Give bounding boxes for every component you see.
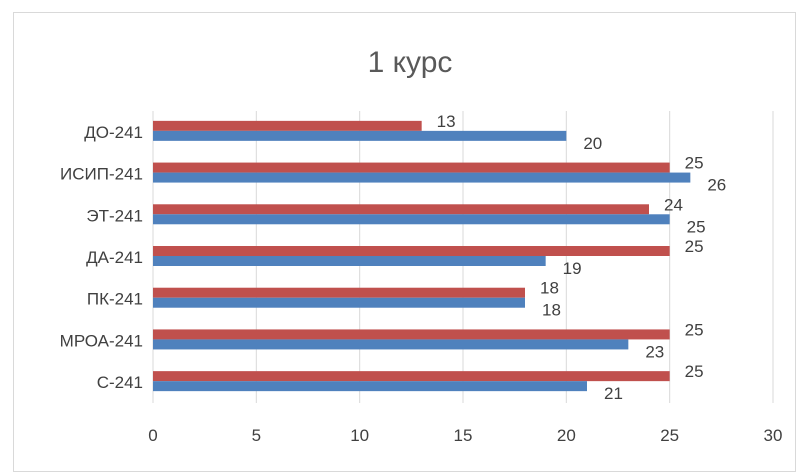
data-label-series1: 23 bbox=[645, 342, 664, 361]
bars bbox=[153, 120, 691, 392]
category-label: МРОА-241 bbox=[60, 331, 143, 350]
x-tick-label: 15 bbox=[454, 426, 473, 445]
bar-series2 bbox=[153, 287, 525, 298]
data-label-series1: 25 bbox=[687, 217, 706, 236]
x-tick-label: 0 bbox=[148, 426, 157, 445]
category-label: ЭТ-241 bbox=[86, 206, 143, 225]
data-label-series2: 13 bbox=[437, 112, 456, 131]
bar-series2 bbox=[153, 371, 670, 382]
data-label-series2: 25 bbox=[685, 320, 704, 339]
category-label: ДО-241 bbox=[84, 123, 143, 142]
x-tick-label: 20 bbox=[557, 426, 576, 445]
bar-chart: 1 курс С-241 МРОА-241 ПК-241 ДА-241 ЭТ-241 ИС… bbox=[60, 46, 783, 445]
data-label-series2: 25 bbox=[685, 362, 704, 381]
category-label: ПК-241 bbox=[87, 290, 143, 309]
data-label-series1: 21 bbox=[604, 384, 623, 403]
bar-series1 bbox=[153, 172, 691, 183]
x-tick-labels: 0 5 10 15 20 25 30 bbox=[148, 426, 782, 445]
data-label-series2: 25 bbox=[685, 237, 704, 256]
x-tick-label: 30 bbox=[764, 426, 783, 445]
category-label: ДА-241 bbox=[86, 248, 143, 267]
bar-series2 bbox=[153, 329, 670, 340]
bar-series2 bbox=[153, 162, 670, 173]
bar-series2 bbox=[153, 246, 670, 256]
data-label-series1: 19 bbox=[563, 259, 582, 278]
data-label-series2: 18 bbox=[540, 279, 559, 298]
x-tick-label: 25 bbox=[660, 426, 679, 445]
bar-series2 bbox=[153, 204, 649, 215]
bar-series1 bbox=[153, 381, 587, 392]
data-label-series2: 24 bbox=[664, 195, 683, 214]
data-label-series1: 20 bbox=[583, 134, 602, 153]
chart-title: 1 курс bbox=[368, 46, 453, 79]
category-labels: С-241 МРОА-241 ПК-241 ДА-241 ЭТ-241 ИСИП-241 Д… bbox=[60, 123, 143, 392]
data-label-series1: 18 bbox=[542, 301, 561, 320]
bar-series1 bbox=[153, 339, 629, 350]
data-label-series1: 26 bbox=[707, 176, 726, 195]
bar-series1 bbox=[153, 256, 546, 266]
x-tick-label: 10 bbox=[350, 426, 369, 445]
bar-series1 bbox=[153, 130, 567, 141]
bar-series1 bbox=[153, 297, 525, 308]
x-tick-label: 5 bbox=[252, 426, 261, 445]
category-label: С-241 bbox=[97, 373, 143, 392]
data-label-series2: 25 bbox=[685, 154, 704, 173]
category-label: ИСИП-241 bbox=[60, 165, 143, 184]
bar-series2 bbox=[153, 120, 422, 131]
bar-series1 bbox=[153, 214, 670, 225]
